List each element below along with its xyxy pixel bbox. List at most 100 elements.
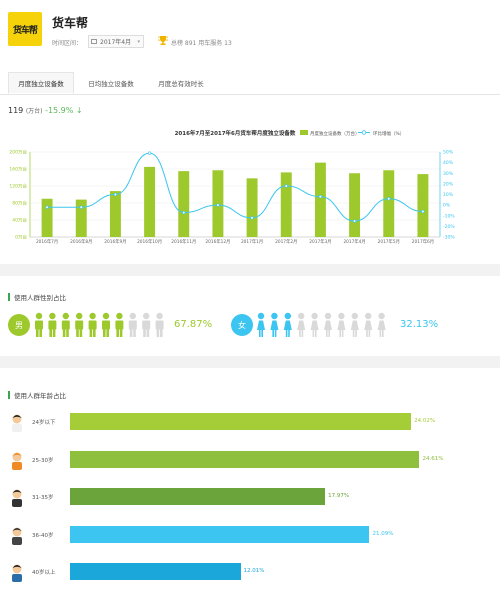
female-pct: 32.13%	[400, 319, 439, 330]
female-person-icon	[350, 312, 359, 337]
male-person-icon	[35, 312, 43, 337]
calendar-icon	[91, 39, 97, 44]
age-pct-label: 24.02%	[414, 418, 436, 424]
male-person-icon	[75, 312, 84, 337]
bar-1	[41, 198, 53, 237]
bar-3	[109, 191, 121, 237]
rank-text: 总榜 891 用车服务 13	[171, 40, 232, 47]
person-avatar-icon	[12, 564, 22, 582]
metric-unit: (万台)	[25, 108, 43, 115]
x-tick-label: 2017年5月	[378, 238, 400, 245]
growth-point-7	[250, 216, 254, 220]
age-pct-label: 12.01%	[243, 568, 265, 574]
legend-swatch-bars	[300, 130, 308, 135]
growth-point-11	[387, 197, 391, 201]
chevron-down-icon: ▾	[137, 38, 140, 45]
legend-marker-line	[361, 130, 367, 135]
male-people-icons	[35, 312, 164, 337]
growth-point-9	[318, 195, 323, 199]
bar-7	[246, 178, 258, 237]
age-group-label: 36-40岁	[32, 532, 54, 539]
y-right-tick-label: 0%	[443, 203, 451, 209]
tab-daily-devices[interactable]: 日均独立设备数	[78, 72, 144, 94]
male-person-icon	[88, 312, 97, 337]
growth-point-10	[352, 219, 357, 223]
male-label: 男	[15, 320, 23, 330]
y-left-tick-label: 40万台	[12, 217, 27, 224]
y-right-tick-label: 40%	[443, 160, 454, 166]
female-person-icon	[337, 312, 346, 337]
y-right-tick-label: 50%	[443, 150, 454, 156]
age-title-text: 使用人群年龄占比	[14, 392, 66, 400]
period-value: 2017年4月	[100, 39, 132, 46]
male-person-icon	[61, 312, 70, 337]
y-right-tick-label: -20%	[443, 224, 455, 230]
growth-point-4	[147, 151, 152, 155]
gender-section-title: 使用人群性别占比	[8, 292, 66, 302]
tab-monthly-duration[interactable]: 月度总有效时长	[148, 72, 214, 94]
y-left-tick-label: 80万台	[12, 200, 27, 207]
gender-title-text: 使用人群性别占比	[14, 294, 66, 302]
y-left-tick-label: 120万台	[9, 183, 27, 190]
growth-point-12	[421, 209, 425, 214]
female-person-icon	[297, 312, 306, 337]
bar-11	[383, 170, 395, 237]
y-right-tick-label: -10%	[443, 213, 455, 219]
age-section-title: 使用人群年龄占比	[8, 390, 66, 400]
person-avatar-icon	[12, 414, 22, 432]
x-tick-label: 2017年4月	[343, 238, 365, 245]
tab-monthly-devices[interactable]: 月度独立设备数	[8, 72, 74, 94]
female-person-icon	[310, 312, 319, 337]
metric-change: -15.9%	[45, 106, 74, 115]
growth-point-3	[113, 192, 118, 197]
bar-2	[75, 199, 87, 237]
x-tick-label: 2017年6月	[412, 238, 434, 245]
bar-10	[349, 173, 361, 237]
male-person-icon	[155, 312, 164, 337]
app-title: 货车帮	[52, 16, 89, 30]
female-person-icon	[270, 312, 279, 337]
y-right-tick-label: -30%	[443, 235, 455, 241]
age-group-label: 40岁以上	[32, 570, 56, 576]
x-tick-label: 2016年8月	[70, 238, 92, 245]
metric-summary: 119 (万台) -15.9% ↓	[8, 106, 83, 115]
age-group-label: 24岁以下	[32, 420, 56, 426]
female-badge: 女	[231, 314, 253, 336]
tab-bar: 月度独立设备数 日均独立设备数 月度总有效时长	[0, 72, 500, 95]
age-pct-label: 21.09%	[372, 530, 394, 537]
growth-point-5	[182, 210, 186, 215]
app-logo: 货车帮	[8, 12, 42, 46]
female-person-icon	[324, 312, 332, 337]
male-person-icon	[128, 312, 137, 337]
trophy-icon	[158, 36, 168, 45]
period-select[interactable]: 2017年4月 ▾	[88, 35, 144, 48]
y-left-tick-label: 0万台	[15, 234, 27, 241]
age-bar	[70, 450, 420, 468]
age-bar	[70, 413, 412, 430]
male-pct: 67.87%	[174, 319, 213, 330]
person-avatar-icon	[12, 452, 22, 470]
male-person-icon	[102, 312, 110, 337]
y-right-tick-label: 20%	[443, 181, 454, 187]
age-distribution: 24岁以下 24.02% 25-30岁 24.61% 31-35岁 17.97% 36-40…	[0, 410, 500, 599]
x-tick-label: 2016年9月	[104, 238, 126, 245]
female-person-icon	[377, 312, 386, 337]
period-label: 时间区间：	[52, 40, 83, 47]
x-tick-label: 2016年10月	[137, 238, 162, 245]
female-person-icon	[257, 312, 265, 337]
growth-line	[47, 152, 423, 222]
y-right-tick-label: 10%	[443, 192, 454, 198]
legend-label-line: 环比增幅（%）	[373, 130, 404, 137]
tab-label: 月度独立设备数	[18, 80, 64, 88]
y-left-tick-label: 160万台	[9, 166, 27, 173]
x-tick-label: 2017年3月	[309, 238, 331, 245]
age-bar	[70, 563, 241, 580]
male-person-icon	[142, 312, 151, 337]
y-left-tick-label: 200万台	[9, 149, 27, 156]
age-pct-label: 17.97%	[328, 493, 350, 499]
female-person-icon	[364, 312, 373, 337]
x-tick-label: 2016年12月	[205, 238, 230, 245]
female-people-icons	[257, 312, 386, 337]
metric-value: 119	[8, 106, 24, 115]
chart-title: 2016年7月至2017年6月货车帮月度独立设备数	[175, 129, 296, 137]
